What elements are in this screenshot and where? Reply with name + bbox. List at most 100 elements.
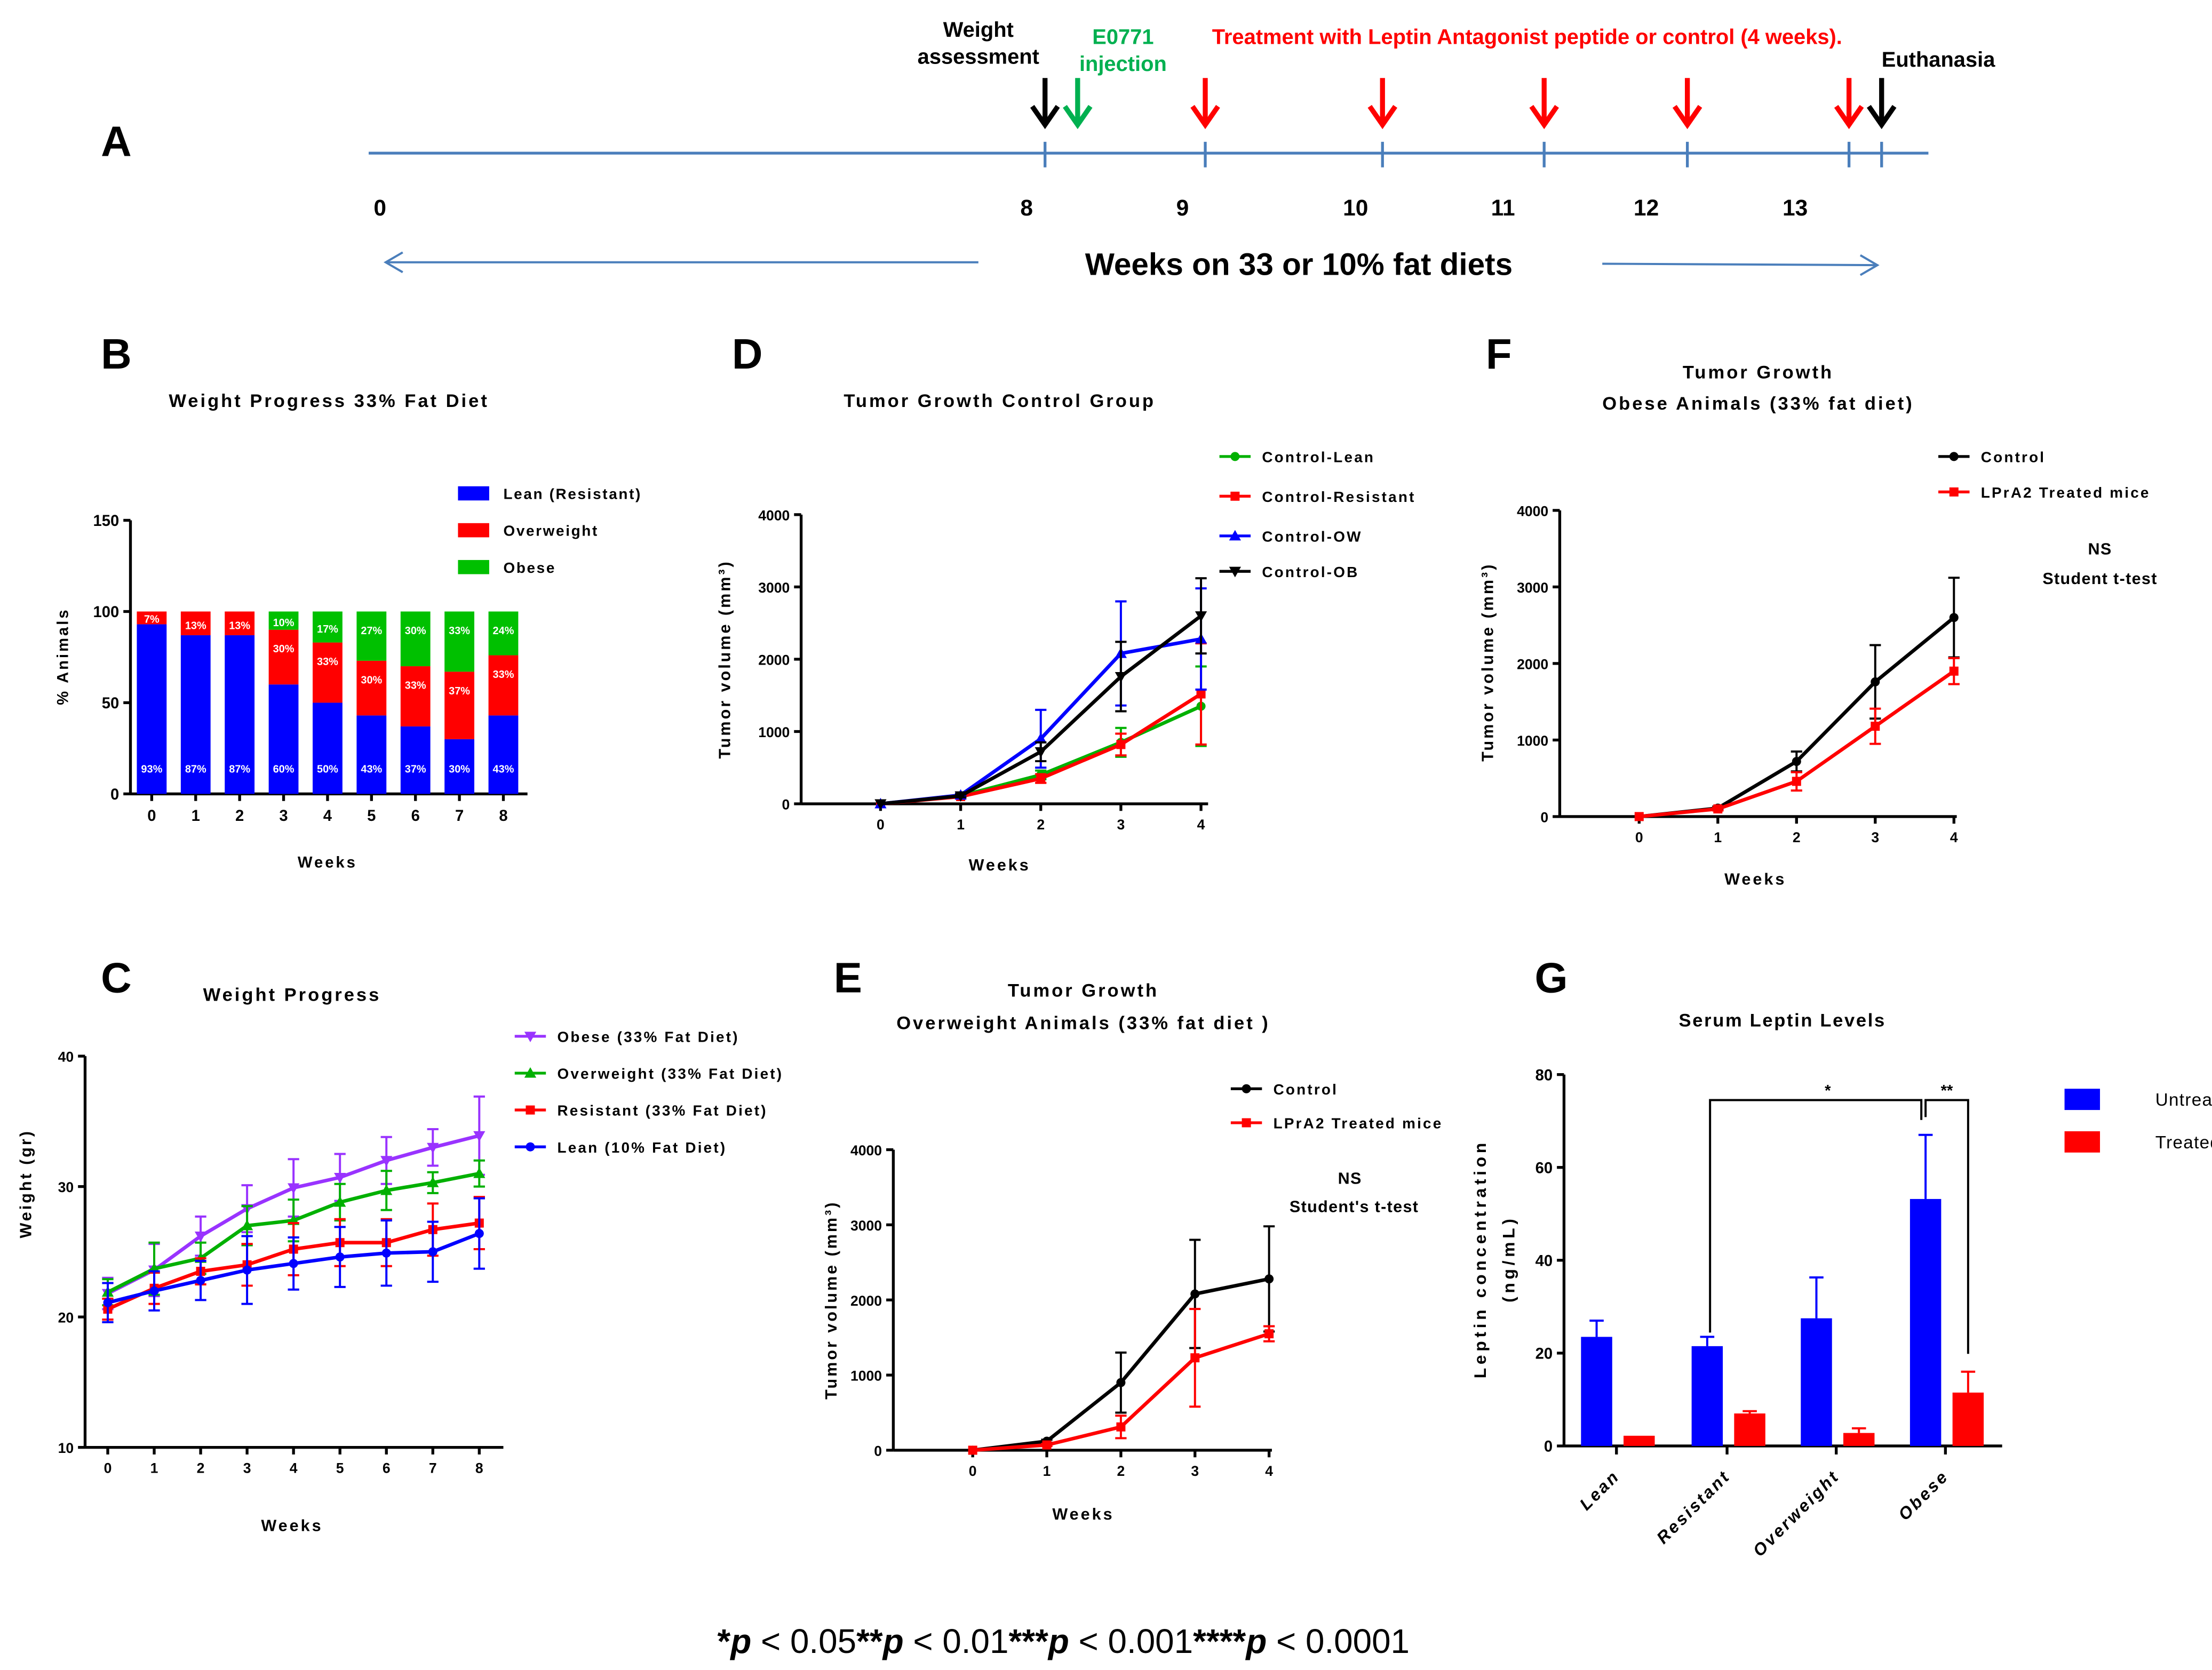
bar-treated-resistant xyxy=(1734,1413,1765,1446)
panel-c-chart: Weight Progress Weeks Weight (gr) 10 20 30 40 0… xyxy=(17,985,782,1535)
series-lean-10-fat-diet- xyxy=(102,1197,485,1323)
threshold: < 0.01 xyxy=(904,1622,1009,1660)
panel-f-chart: Tumor Growth Obese Animals (33% fat diet)… xyxy=(1479,363,2157,889)
bar-treated-overweight xyxy=(1843,1433,1875,1446)
stat-note: NS xyxy=(2088,540,2112,558)
y-tick-label: 0 xyxy=(874,1443,882,1459)
y-tick-label: 50 xyxy=(102,695,120,712)
data-point xyxy=(1949,487,1959,497)
x-tick-label: 0 xyxy=(1635,829,1643,845)
chart-title: Weight Progress 33% Fat Diet xyxy=(169,391,489,411)
x-tick-label: 0 xyxy=(877,817,885,833)
x-tick-label: 5 xyxy=(336,1460,344,1476)
x-tick-label: Resistant xyxy=(1653,1466,1734,1547)
data-label: 87% xyxy=(229,764,250,776)
legend-swatch xyxy=(2064,1089,2100,1110)
chart-title: Tumor Growth Control Group xyxy=(844,391,1156,411)
panel-label-a: A xyxy=(101,117,132,165)
data-point xyxy=(1949,666,1959,676)
data-point xyxy=(1116,1422,1126,1432)
bar-treated-obese xyxy=(1952,1392,1984,1446)
data-point xyxy=(874,799,887,810)
x-axis-label: Weeks xyxy=(298,854,357,872)
significance-bracket xyxy=(1924,1099,1969,1354)
data-point xyxy=(524,1032,537,1043)
bar-segment-obese xyxy=(356,611,387,661)
data-point xyxy=(1949,613,1959,622)
series-line xyxy=(1638,669,1955,819)
week-label: 0 xyxy=(373,196,386,221)
series-lpra2-treated-mice xyxy=(968,1308,1275,1455)
bar-segment-obese xyxy=(268,611,299,630)
data-point xyxy=(526,1142,535,1152)
series-control-ob xyxy=(874,577,1207,810)
x-tick-label: 2 xyxy=(1117,1463,1125,1479)
x-tick-label: 4 xyxy=(323,808,332,825)
data-label: 30% xyxy=(273,643,295,655)
injection-label: E0771 xyxy=(1092,26,1153,49)
data-label: 10% xyxy=(273,617,295,629)
data-label: 24% xyxy=(493,625,514,637)
data-point xyxy=(954,791,967,802)
p-symbol: p xyxy=(1047,1622,1069,1660)
data-label: 60% xyxy=(273,764,295,776)
y-tick-label: 0 xyxy=(782,797,790,813)
significance-label: * xyxy=(1825,1083,1831,1100)
y-tick-label: 4000 xyxy=(758,507,790,523)
data-point xyxy=(1242,1084,1251,1093)
data-point xyxy=(1116,740,1126,749)
data-point xyxy=(1634,812,1644,821)
bar-segment-overweight xyxy=(225,611,255,635)
panel-label-g: G xyxy=(1535,954,1568,1002)
data-point xyxy=(196,1276,205,1285)
data-point xyxy=(968,1445,977,1455)
legend-label: Control-Resistant xyxy=(1262,489,1415,505)
data-point xyxy=(428,1247,437,1257)
x-tick-label: Obese xyxy=(1895,1466,1952,1524)
legend-label: LPrA2 Treated mice xyxy=(1981,484,2151,501)
data-point xyxy=(524,1067,537,1078)
legend-label: Lean (Resistant) xyxy=(503,486,642,502)
bar-segment-lean-resistant- xyxy=(313,702,343,794)
data-point xyxy=(194,1232,207,1242)
y-tick-label: 10 xyxy=(58,1440,74,1456)
right-arrow-head xyxy=(1859,254,1880,276)
data-point xyxy=(289,1259,298,1268)
data-point xyxy=(1035,747,1047,758)
y-tick-label: 20 xyxy=(1535,1346,1553,1363)
legend-label: Control xyxy=(1274,1081,1338,1098)
p-symbol: p xyxy=(882,1622,904,1660)
data-point xyxy=(334,1196,346,1207)
y-axis-label: Tumor volume (mm³) xyxy=(716,560,734,758)
y-axis-label: Weight (gr) xyxy=(17,1129,35,1238)
chart-title: Tumor Growth xyxy=(1008,980,1159,1001)
stars: * xyxy=(718,1622,731,1660)
bar-segment-overweight xyxy=(444,672,474,739)
data-point xyxy=(1195,611,1207,622)
y-tick-label: 20 xyxy=(58,1310,74,1326)
data-point xyxy=(1713,804,1723,814)
weight-assessment-label: assessment xyxy=(918,45,1039,69)
y-tick-label: 0 xyxy=(1540,810,1548,826)
x-tick-label: 4 xyxy=(1265,1463,1273,1479)
p-symbol: p xyxy=(729,1622,751,1660)
injection-label: injection xyxy=(1079,52,1167,76)
panel-a-timeline: 0 8 9 10 11 12 13 Weight assessment E0771 injectio… xyxy=(369,18,1995,282)
data-label: 43% xyxy=(493,764,514,776)
injection-arrow-head xyxy=(1063,105,1093,130)
x-axis-label: Weeks xyxy=(1724,870,1786,889)
data-point xyxy=(1871,722,1880,731)
y-tick-label: 30 xyxy=(58,1179,74,1195)
bar-untreated-resistant xyxy=(1691,1346,1723,1446)
panel-label-d: D xyxy=(732,330,763,378)
data-label: 43% xyxy=(361,764,382,776)
data-point xyxy=(1949,452,1959,461)
legend-label: Overweight xyxy=(503,523,598,539)
p-symbol: p xyxy=(1245,1622,1267,1660)
bar-segment-lean-resistant- xyxy=(225,635,255,794)
data-point xyxy=(427,1177,439,1187)
series-lpra2-treated-mice xyxy=(1634,657,1960,821)
treatment-arrow-head xyxy=(1672,105,1702,130)
chart-title: Overweight Animals (33% fat diet ) xyxy=(896,1013,1270,1034)
y-tick-label: 3000 xyxy=(1517,580,1548,596)
